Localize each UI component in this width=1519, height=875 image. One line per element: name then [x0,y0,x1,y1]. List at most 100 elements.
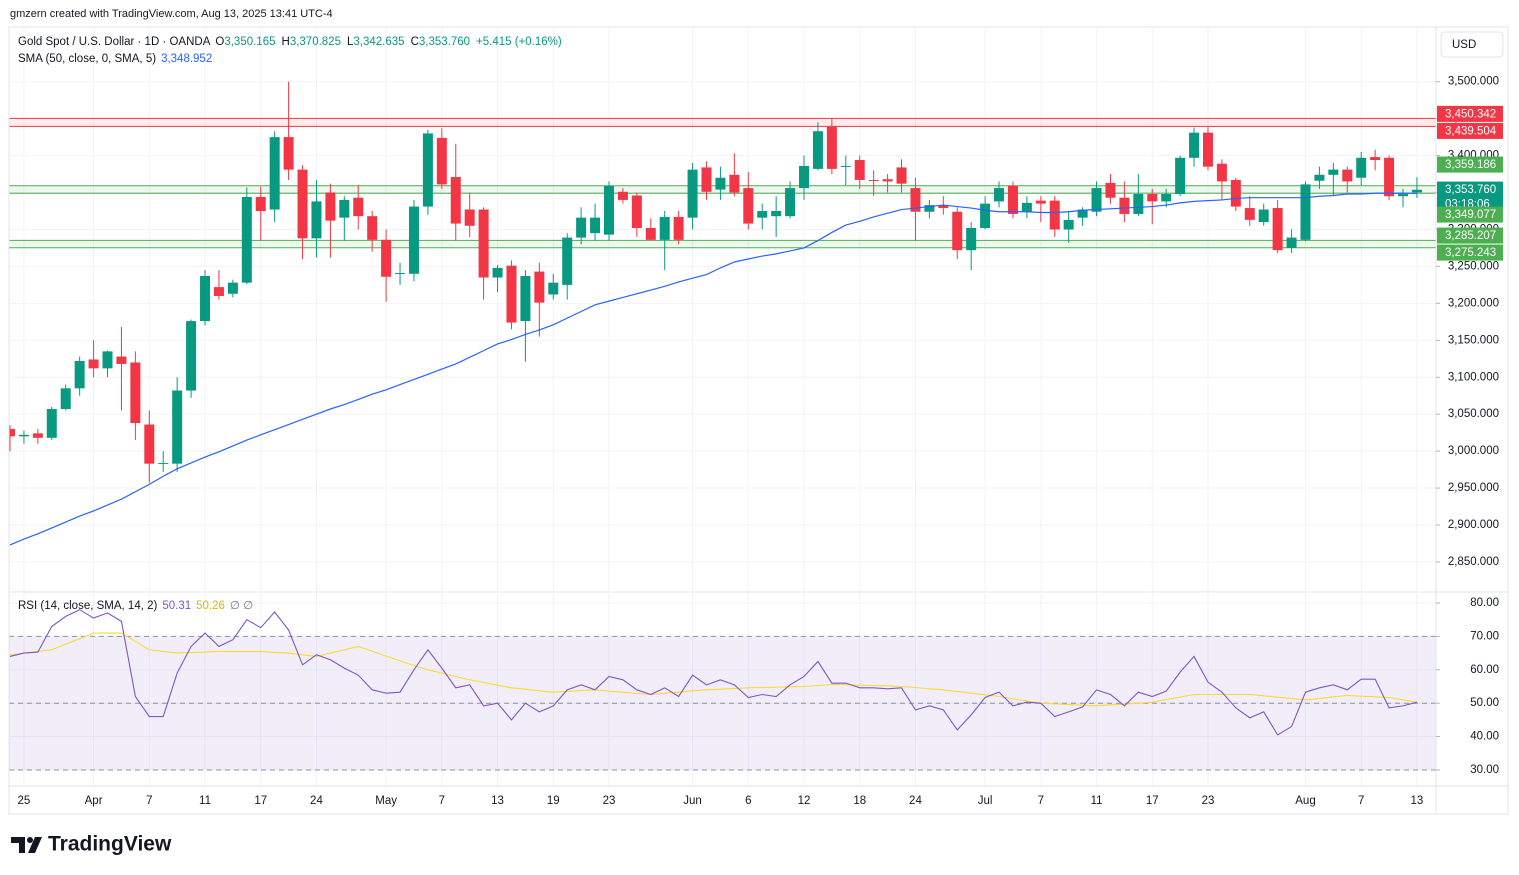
price-pane [9,81,1436,546]
candle-body [701,167,712,192]
candle-body [729,174,740,193]
candle-body [659,216,670,240]
candle-body [673,216,684,240]
candle-body [603,185,614,235]
rsi-extra: ∅ ∅ [230,600,253,612]
candle-body [116,356,127,364]
sma-legend: SMA (50, close, 0, SMA, 5) 3,348.952 [18,53,212,65]
candle-body [1216,163,1227,182]
chart-border [8,26,1509,815]
x-tick-label: 13 [1411,795,1424,807]
candle-body [910,188,921,212]
level-label: 3,349.077 [1445,209,1496,221]
x-tick-label: Jun [683,795,702,807]
y-tick-label: 50.00 [1470,697,1499,709]
candle-body [1244,208,1255,220]
x-tick-label: May [375,795,397,807]
candle-body [966,227,977,251]
sma-name: SMA (50, close, 0, SMA, 5) [18,53,156,65]
candle-body [1049,200,1060,230]
candle-body [186,321,197,391]
level-label: 3,285.207 [1445,230,1496,242]
candle-body [812,131,823,169]
x-tick-label: Jul [978,795,993,807]
candle-body [1161,194,1172,202]
x-tick-label: 23 [1202,795,1215,807]
x-tick-label: 6 [745,795,751,807]
x-tick-label: 24 [909,795,922,807]
x-tick-label: 24 [310,795,323,807]
y-tick-label: 60.00 [1470,664,1499,676]
level-label-box [1437,206,1503,223]
candle-body [854,160,865,180]
candle-body [339,199,350,218]
currency-label[interactable]: USD [1452,39,1476,51]
rsi-value: 50.31 [162,600,191,612]
candle-body [1286,237,1297,248]
candle-body [924,205,935,212]
candle-body [631,195,642,228]
candle-body [60,388,71,409]
y-tick-label: 3,200.000 [1448,297,1499,309]
ohlc-value: 3,353.760 [419,36,470,48]
candle-body [1328,169,1339,175]
candle-body [785,188,796,217]
candle-body [1105,182,1116,198]
candle-body [980,203,991,228]
candle-body [32,433,43,438]
candle-body [46,408,57,438]
level-label: 3,450.342 [1445,108,1496,120]
candle-body [227,282,238,294]
candle-body [144,424,155,464]
candle-body [1342,169,1353,182]
candle-body [840,165,851,167]
level-label-box [1437,122,1503,139]
candle-body [1356,157,1367,178]
candle-body [353,197,364,217]
x-tick-label: 17 [1146,795,1159,807]
candle-body [1077,209,1088,218]
candle-body [478,209,489,278]
candle-body [102,351,113,369]
symbol-title: Gold Spot / U.S. Dollar · 1D · OANDA [18,36,211,48]
y-tick-label: 3,100.000 [1448,371,1499,383]
candle-body [311,201,322,239]
ohlc-value: 3,350.165 [224,36,275,48]
rsi-legend: RSI (14, close, SMA, 14, 2) 50.31 50.26 ∅ ∅ [18,600,253,612]
candle-body [297,169,308,239]
candle-body [896,167,907,184]
brand-name: TradingView [48,833,172,856]
candle-body [1021,202,1032,212]
candle-body [799,165,810,189]
legend: Gold Spot / U.S. Dollar · 1D · OANDA O3,3… [18,36,562,612]
candle-body [1272,208,1283,251]
currency-button[interactable] [1440,31,1504,58]
candle-body [1370,157,1381,161]
candle-body [1314,174,1325,181]
y-tick-label: 3,000.000 [1448,445,1499,457]
ohlc-key: L [347,36,354,48]
ohlc-value: 3,370.825 [290,36,341,48]
candle-body [1119,197,1130,214]
y-tick-label: 2,850.000 [1448,556,1499,568]
axes: 25 Apr 7 11 17 24 May 7 13 19 23 Jun 6 12 18 24 Jul 7 11 17… [18,76,1503,807]
candle-body [826,126,837,169]
ohlc-key: O [215,36,224,48]
candle-body [158,462,169,464]
last-price-label: 3,353.760 [1445,184,1496,196]
sma-value: 3,348.952 [161,53,212,65]
x-tick-label: 19 [547,795,560,807]
candle-body [576,217,587,238]
candle-body [269,137,280,210]
y-tick-label: 3,250.000 [1448,260,1499,272]
level-label-box [1437,227,1503,244]
candle-body [1189,132,1200,158]
candle-body [882,179,893,182]
candle-body [1175,157,1186,195]
x-tick-label: 18 [853,795,866,807]
candle-body [1035,200,1046,204]
candle-body [548,282,559,295]
candle-body [450,177,461,224]
level-label: 3,439.504 [1445,125,1497,137]
